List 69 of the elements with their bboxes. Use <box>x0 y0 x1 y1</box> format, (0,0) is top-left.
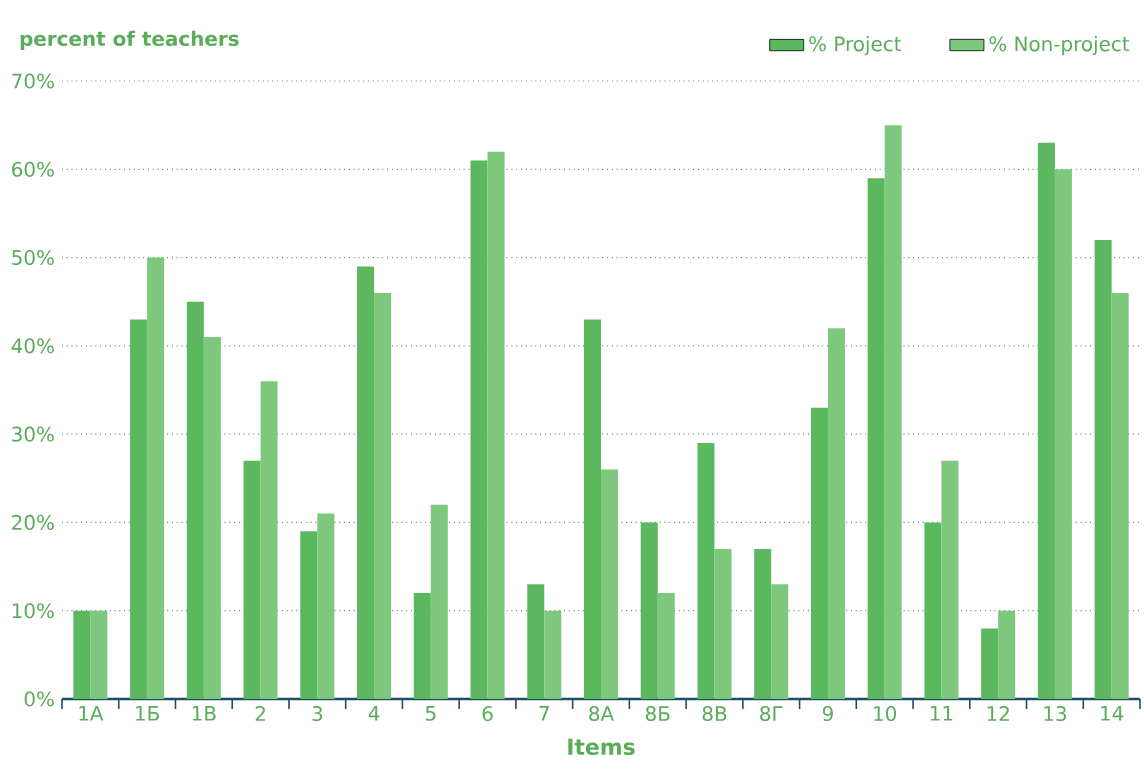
bar <box>374 292 392 699</box>
bar <box>601 469 619 699</box>
bar <box>203 337 221 699</box>
bar <box>810 407 828 699</box>
bar <box>186 301 204 699</box>
bar <box>697 442 715 699</box>
bar <box>317 513 335 699</box>
x-tick-label: 12 <box>987 706 1009 721</box>
bar <box>1054 169 1072 699</box>
x-tick-label: 8Г <box>760 706 783 722</box>
x-tick-label: 8Б <box>645 706 670 722</box>
y-tick-label: 40% <box>11 338 54 354</box>
bar <box>583 319 602 699</box>
bar <box>413 593 431 699</box>
x-tick-label: 6 <box>482 706 493 722</box>
bar <box>260 381 278 699</box>
y-tick-label: 30% <box>12 426 54 442</box>
bar <box>73 610 91 699</box>
bar <box>300 531 318 699</box>
bar <box>981 628 999 699</box>
y-axis-title: percent of teachers <box>20 30 239 50</box>
legend-label: % Project <box>809 35 902 56</box>
bar <box>714 548 732 699</box>
y-tick-label: 50% <box>12 250 54 266</box>
x-tick-label: 1В <box>192 706 216 721</box>
bar <box>243 460 261 699</box>
bar <box>487 151 505 699</box>
legend-label: % Non-project <box>989 35 1130 56</box>
y-tick-label: 70% <box>12 73 54 89</box>
bar <box>924 522 942 699</box>
bar <box>430 504 448 699</box>
x-tick-label: 1Б <box>136 706 159 721</box>
x-tick-label: 4 <box>368 706 380 721</box>
x-tick-label: 8А <box>589 706 614 722</box>
x-tick-label: 10 <box>874 706 897 722</box>
y-tick-label: 10% <box>12 603 54 619</box>
x-tick-label: 3 <box>312 706 323 722</box>
bar <box>544 610 562 699</box>
x-tick-label: 14 <box>1101 706 1124 721</box>
bar <box>1037 142 1055 699</box>
x-axis-title: Items <box>568 738 635 756</box>
bar <box>130 319 148 699</box>
bar <box>998 610 1016 699</box>
bar <box>90 610 108 699</box>
x-tick-label: 13 <box>1044 706 1066 722</box>
x-tick-label: 1А <box>79 706 104 721</box>
x-tick-label: 11 <box>930 706 953 721</box>
bar <box>657 593 675 699</box>
bar <box>941 460 959 699</box>
bar <box>884 125 902 699</box>
y-tick-label: 20% <box>12 514 54 530</box>
bar <box>1094 239 1112 699</box>
x-tick-label: 2 <box>255 706 265 721</box>
x-tick-label: 7 <box>539 706 549 721</box>
y-tick-label: 0% <box>24 691 54 707</box>
bar <box>1111 292 1129 699</box>
bar <box>527 584 545 699</box>
bar <box>147 257 165 699</box>
x-tick-label: 8В <box>702 706 727 722</box>
bar <box>357 266 375 699</box>
bar <box>867 178 885 699</box>
y-tick-label: 60% <box>12 161 54 177</box>
bar <box>771 584 789 699</box>
bar <box>640 522 658 699</box>
x-tick-label: 9 <box>822 706 833 722</box>
bar <box>470 160 488 699</box>
bar <box>827 328 845 699</box>
x-tick-label: 5 <box>425 706 436 721</box>
bar <box>754 548 772 699</box>
